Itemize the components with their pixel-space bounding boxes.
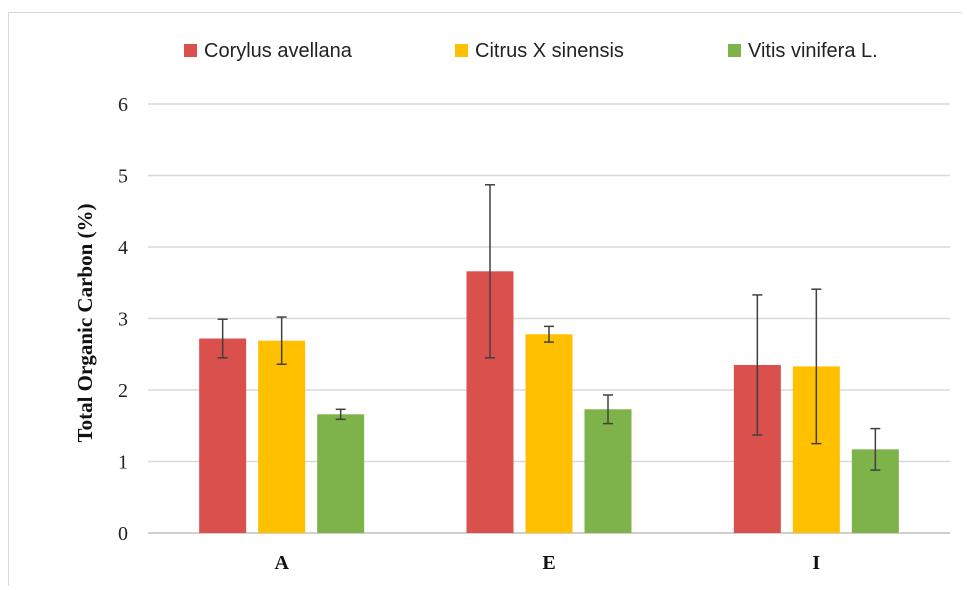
y-tick-label: 5 (118, 166, 128, 188)
y-tick-label: 4 (118, 237, 128, 259)
bar-A-0 (199, 339, 246, 533)
x-tick-label-I: I (812, 552, 820, 574)
bar-A-1 (258, 341, 305, 533)
y-axis-ticks: 0 1 2 3 4 5 6 (118, 94, 128, 545)
bar-A-2 (317, 414, 364, 533)
y-tick-label: 0 (118, 523, 128, 545)
bars (199, 271, 899, 533)
legend: Corylus avellana Citrus X sinensis Vitis v… (184, 40, 878, 62)
legend-swatch-0 (184, 44, 197, 57)
y-tick-label: 3 (118, 309, 128, 331)
bar-E-1 (526, 334, 573, 533)
y-tick-label: 2 (118, 380, 128, 402)
legend-swatch-2 (728, 44, 741, 57)
y-tick-label: 1 (118, 452, 128, 474)
legend-label-1: Citrus X sinensis (475, 40, 624, 62)
x-tick-label-A: A (274, 552, 289, 574)
bar-E-2 (585, 409, 632, 533)
legend-label-0: Corylus avellana (204, 40, 353, 62)
y-tick-label: 6 (118, 94, 128, 116)
legend-swatch-1 (455, 44, 468, 57)
legend-label-2: Vitis vinifera L. (748, 40, 878, 62)
y-axis-label: Total Organic Carbon (%) (73, 204, 97, 443)
x-tick-label-E: E (542, 552, 555, 574)
